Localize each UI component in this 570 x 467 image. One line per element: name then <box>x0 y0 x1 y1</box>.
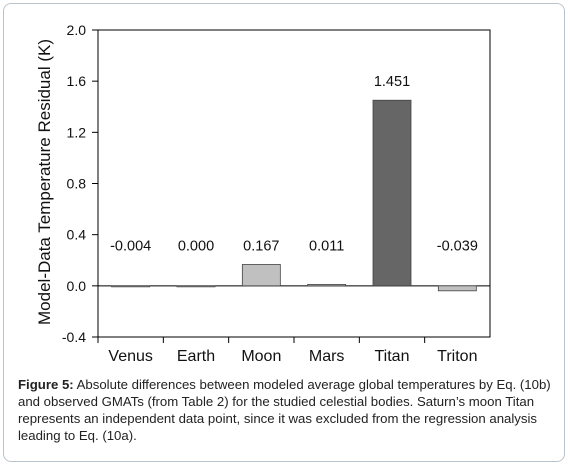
bar-mars <box>307 284 347 287</box>
y-tick-label: 0.8 <box>67 176 87 192</box>
caption-label: Figure 5: <box>18 377 74 392</box>
data-label: 0.011 <box>309 239 344 255</box>
figure-frame <box>3 3 565 462</box>
bar-chart: -0.4 0.0 0.4 0.8 1.2 1.6 2.0 Venus -0.004 Earth 0… <box>35 22 491 365</box>
chart-axes: -0.4 0.0 0.4 0.8 1.2 1.6 2.0 <box>62 22 491 345</box>
chart-bars <box>111 99 477 292</box>
x-tick-label: Venus <box>108 348 152 365</box>
x-tick-label: Triton <box>437 348 477 365</box>
chart-labels: Venus -0.004 Earth 0.000 Moon 0.167 Mars 0.011 T… <box>108 74 477 365</box>
y-tick-label: -0.4 <box>62 329 86 345</box>
caption-text: Absolute differences between modeled ave… <box>18 377 551 443</box>
y-tick-label: 1.6 <box>67 73 87 89</box>
data-label: 0.000 <box>178 239 214 255</box>
y-tick-label: 0.0 <box>67 278 87 294</box>
bar-moon <box>241 264 281 287</box>
data-label: -0.039 <box>437 239 478 255</box>
data-label: 1.451 <box>374 74 410 90</box>
bar-titan <box>372 99 412 287</box>
plot-area-border <box>97 29 491 338</box>
data-label: -0.004 <box>110 239 151 255</box>
bar-venus <box>111 285 151 288</box>
bar-triton <box>437 285 477 292</box>
x-tick-label: Moon <box>241 348 281 365</box>
y-tick-label: 1.2 <box>67 124 87 140</box>
x-tick-label: Earth <box>177 348 215 365</box>
y-tick-label: 0.4 <box>67 227 87 243</box>
x-tick-label: Mars <box>309 348 345 365</box>
x-tick-label: Titan <box>375 348 410 365</box>
y-tick-label: 2.0 <box>67 22 87 38</box>
data-label: 0.167 <box>243 239 279 255</box>
bar-earth <box>176 285 216 288</box>
y-axis-label: Model-Data Temperature Residual (K) <box>35 39 54 325</box>
figure-caption: Figure 5: Absolute differences between m… <box>18 376 558 444</box>
